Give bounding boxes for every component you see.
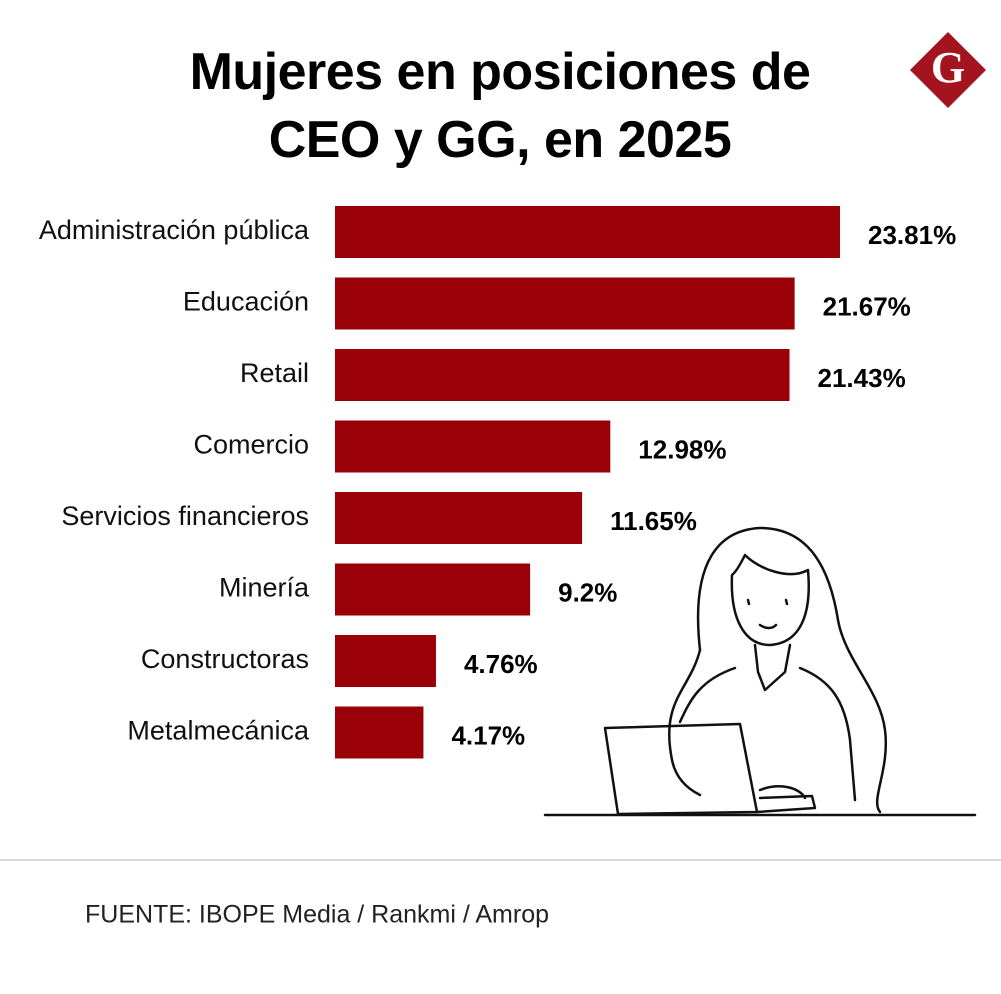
value-label: 23.81% xyxy=(868,220,956,250)
category-label: Comercio xyxy=(193,430,309,460)
logo: G xyxy=(910,32,986,108)
logo-diamond xyxy=(910,32,986,108)
value-label: 12.98% xyxy=(638,434,726,464)
shoulders xyxy=(678,666,857,802)
source: FUENTE: IBOPE Media / Rankmi / Amrop xyxy=(85,901,549,929)
value-label: 4.17% xyxy=(451,720,525,750)
bar xyxy=(335,492,583,544)
face-details xyxy=(746,598,789,630)
value-label: 21.67% xyxy=(823,291,911,321)
bar xyxy=(335,635,436,687)
category-label: Servicios financieros xyxy=(61,501,309,531)
bar xyxy=(335,349,790,401)
face xyxy=(730,553,810,647)
category-label: Metalmecánica xyxy=(127,716,310,746)
value-label: 11.65% xyxy=(610,506,697,536)
value-label: 4.76% xyxy=(464,649,538,679)
hair-left xyxy=(667,648,702,797)
category-label: Constructoras xyxy=(141,644,309,674)
chart-title: Mujeres en posiciones de CEO y GG, en 20… xyxy=(189,43,811,169)
bar xyxy=(335,420,611,473)
value-label: 9.2% xyxy=(558,577,617,607)
hand xyxy=(758,785,807,800)
bar xyxy=(335,563,531,616)
logo-letter: G xyxy=(931,43,965,92)
illustration xyxy=(543,526,977,817)
bar xyxy=(335,706,424,759)
value-label: 21.43% xyxy=(818,363,906,393)
neck xyxy=(753,643,792,692)
category-label: Retail xyxy=(240,358,309,388)
hair-right xyxy=(696,526,888,814)
category-label: Educación xyxy=(183,287,309,317)
category-label: Minería xyxy=(219,573,310,603)
laptop-screen xyxy=(603,722,759,816)
bar xyxy=(335,206,840,258)
laptop-base xyxy=(755,794,817,814)
bar xyxy=(335,277,795,330)
category-label: Administración pública xyxy=(39,215,310,245)
